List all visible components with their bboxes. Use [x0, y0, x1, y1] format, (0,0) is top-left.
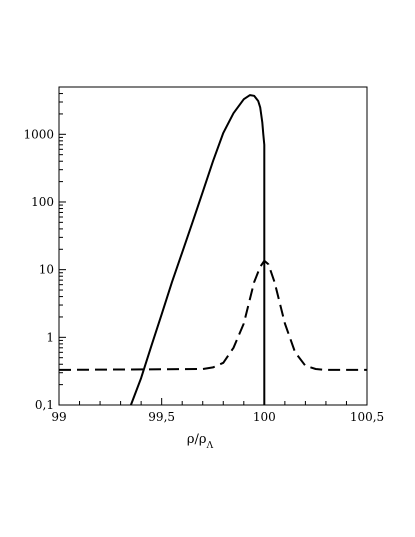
- plot-frame: [58, 86, 368, 406]
- x-axis-label: ρ/ρΛ: [187, 432, 214, 451]
- y-tick-label: 1000: [23, 127, 54, 141]
- x-tick-label: 100,5: [350, 410, 384, 424]
- x-tick-label: 99,5: [148, 410, 175, 424]
- y-tick-label: 0,1: [35, 398, 54, 412]
- y-axis: 0,1 1 10 100 1000: [23, 93, 66, 412]
- x-axis: 99 99,5 100 100,5: [51, 398, 384, 424]
- y-tick-label: 100: [31, 195, 54, 209]
- series-dashed-line: [58, 259, 367, 371]
- series-layer: [58, 94, 367, 406]
- x-tick-label: 99: [51, 410, 66, 424]
- x-axis-label-main: ρ/ρ: [187, 432, 207, 447]
- series-solid-line: [129, 94, 266, 406]
- y-tick-label: 10: [39, 263, 54, 277]
- x-axis-label-subscript: Λ: [206, 441, 214, 451]
- x-tick-label: 100: [253, 410, 276, 424]
- y-tick-label: 1: [46, 330, 54, 344]
